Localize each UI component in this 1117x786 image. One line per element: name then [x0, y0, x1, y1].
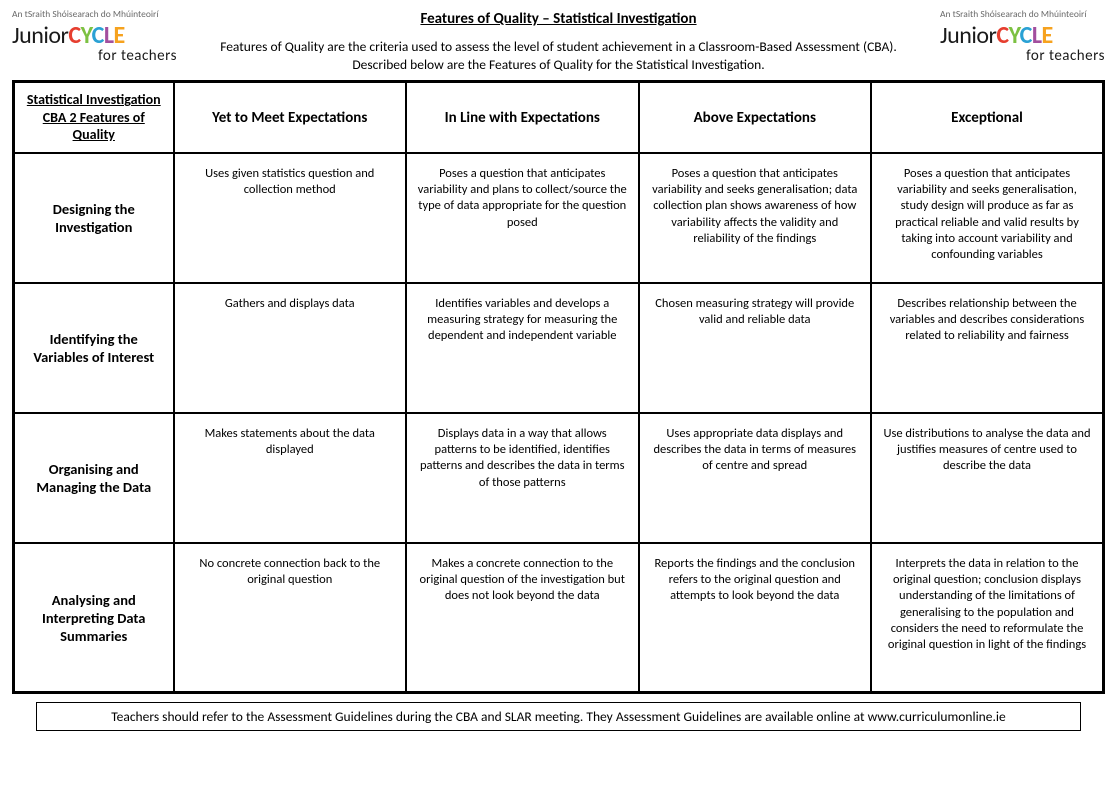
rubric-cell: Displays data in a way that allows patte…	[406, 413, 639, 543]
rubric-cell: Uses given statistics question and colle…	[174, 153, 407, 283]
logo-right: An tSraith Shóisearach do Mhúinteoirí Ju…	[940, 8, 1105, 65]
logo-letter-c2: C	[92, 21, 104, 50]
corner-header: Statistical Investigation CBA 2 Features…	[14, 82, 174, 153]
logo-wordmark: JuniorCYCLE	[940, 21, 1105, 50]
col-header: Exceptional	[871, 82, 1104, 153]
table-row: Identifying the Variables of InterestGat…	[14, 283, 1104, 413]
rubric-cell: Identifies variables and develops a meas…	[406, 283, 639, 413]
rubric-cell: Interprets the data in relation to the o…	[871, 543, 1104, 693]
page-title: Features of Quality – Statistical Invest…	[193, 10, 924, 28]
col-header: Above Expectations	[639, 82, 872, 153]
logo-letter-c: C	[68, 21, 80, 50]
logo-letter-c2: C	[1020, 21, 1032, 50]
logo-letter-e: E	[1042, 21, 1053, 50]
header-region: An tSraith Shóisearach do Mhúinteoirí Ju…	[12, 8, 1105, 74]
table-header-row: Statistical Investigation CBA 2 Features…	[14, 82, 1104, 153]
rubric-cell: Poses a question that anticipates variab…	[871, 153, 1104, 283]
logo-letter-l: L	[1032, 21, 1042, 50]
rubric-cell: Makes statements about the data displaye…	[174, 413, 407, 543]
table-row: Designing the InvestigationUses given st…	[14, 153, 1104, 283]
logo-wordmark: JuniorCYCLE	[12, 21, 177, 50]
rubric-cell: Poses a question that anticipates variab…	[639, 153, 872, 283]
logo-letter-y: Y	[81, 21, 92, 50]
col-header: In Line with Expectations	[406, 82, 639, 153]
col-header: Yet to Meet Expectations	[174, 82, 407, 153]
rubric-cell: No concrete connection back to the origi…	[174, 543, 407, 693]
rubric-cell: Reports the findings and the conclusion …	[639, 543, 872, 693]
logo-tagline: An tSraith Shóisearach do Mhúinteoirí	[940, 8, 1105, 20]
title-block: Features of Quality – Statistical Invest…	[177, 8, 940, 74]
logo-tagline: An tSraith Shóisearach do Mhúinteoirí	[12, 8, 177, 20]
logo-letter-l: L	[104, 21, 114, 50]
rubric-cell: Makes a concrete connection to the origi…	[406, 543, 639, 693]
logo-letter-e: E	[114, 21, 125, 50]
row-header: Analysing and Interpreting Data Summarie…	[14, 543, 174, 693]
row-header: Designing the Investigation	[14, 153, 174, 283]
rubric-cell: Use distributions to analyse the data an…	[871, 413, 1104, 543]
rubric-cell: Gathers and displays data	[174, 283, 407, 413]
rubric-cell: Poses a question that anticipates variab…	[406, 153, 639, 283]
logo-letter-y: Y	[1009, 21, 1020, 50]
row-header: Organising and Managing the Data	[14, 413, 174, 543]
logo-letter-c: C	[996, 21, 1008, 50]
logo-left: An tSraith Shóisearach do Mhúinteoirí Ju…	[12, 8, 177, 65]
table-row: Organising and Managing the DataMakes st…	[14, 413, 1104, 543]
rubric-cell: Describes relationship between the varia…	[871, 283, 1104, 413]
logo-word-junior: Junior	[12, 21, 68, 50]
row-header: Identifying the Variables of Interest	[14, 283, 174, 413]
rubric-cell: Chosen measuring strategy will provide v…	[639, 283, 872, 413]
rubric-cell: Uses appropriate data displays and descr…	[639, 413, 872, 543]
rubric-table: Statistical Investigation CBA 2 Features…	[12, 80, 1105, 694]
page-description: Features of Quality are the criteria use…	[193, 38, 924, 74]
footer-note: Teachers should refer to the Assessment …	[36, 702, 1081, 731]
logo-word-junior: Junior	[940, 21, 996, 50]
table-row: Analysing and Interpreting Data Summarie…	[14, 543, 1104, 693]
